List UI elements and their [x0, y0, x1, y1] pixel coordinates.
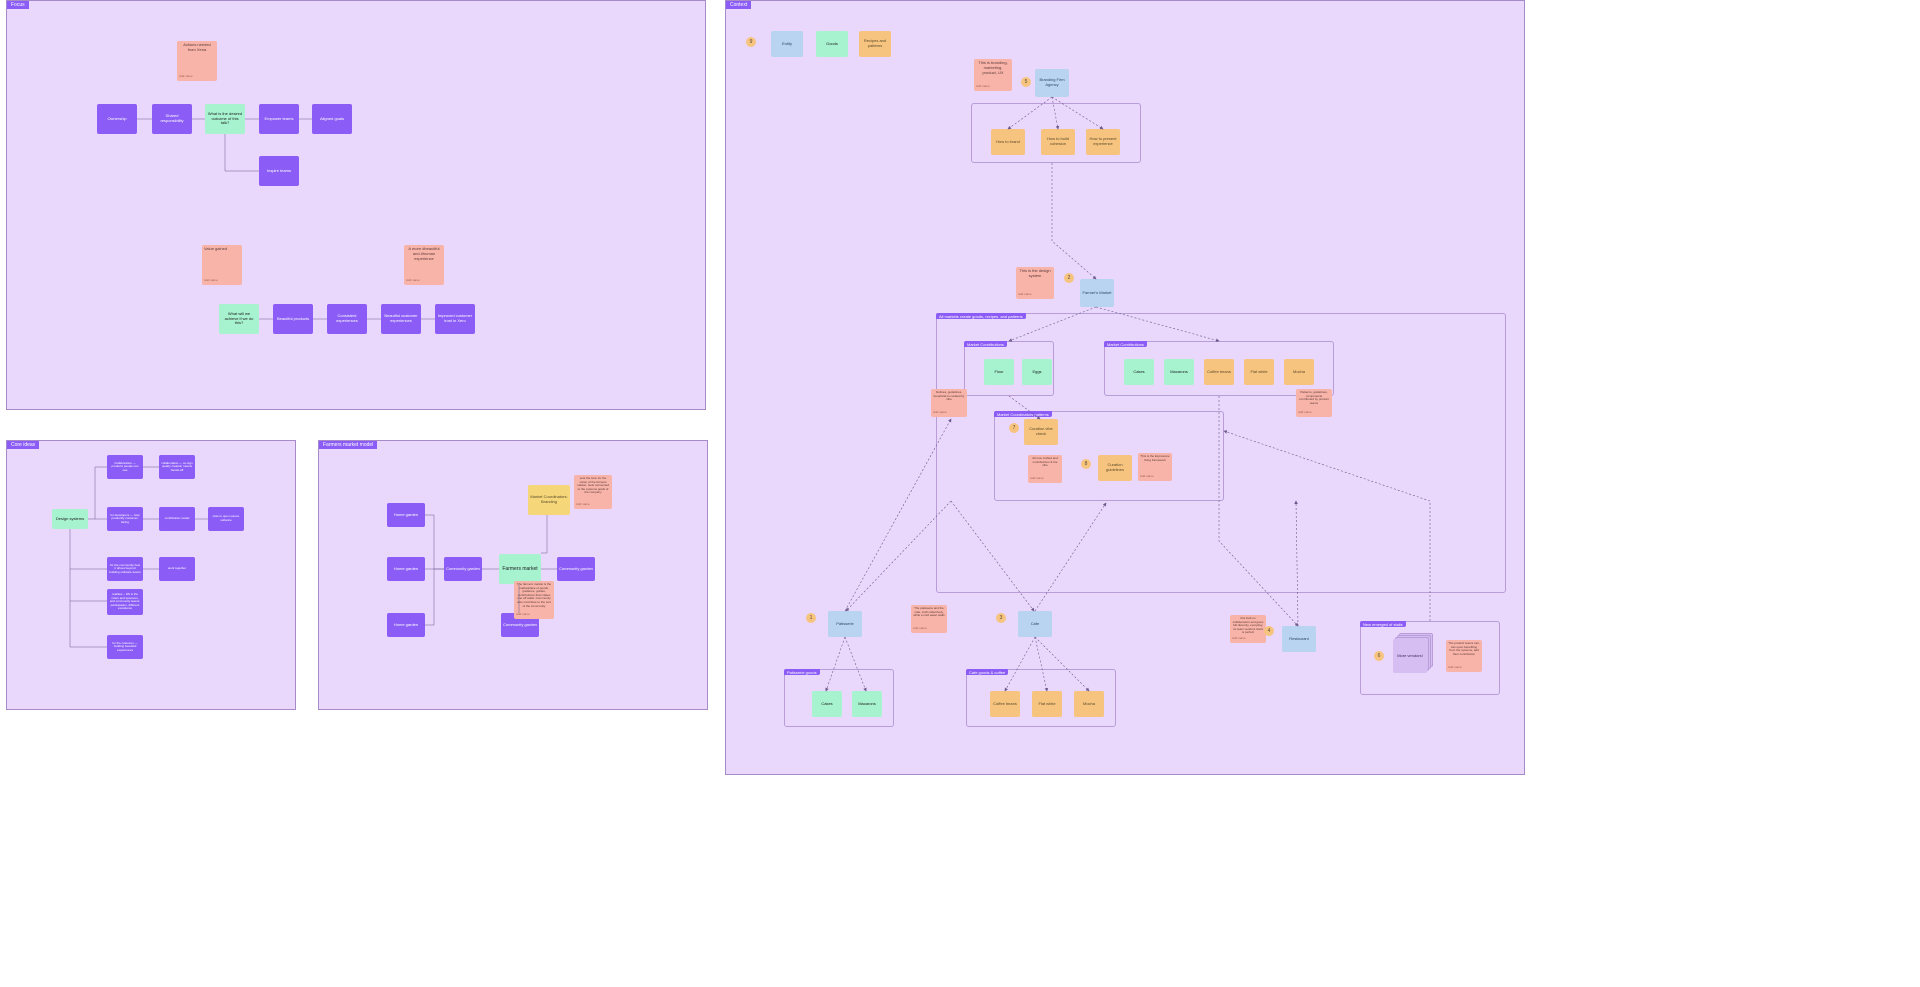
group-label: Cafe goods & coffee: [966, 669, 1008, 675]
goods-mocha[interactable]: Mocha: [1284, 359, 1314, 385]
badge-2: 2: [1064, 273, 1074, 283]
badge-8: 8: [1081, 459, 1091, 469]
edges-f2: [7, 441, 297, 711]
sticky-patisserie[interactable]: The patisserie and the cafe, craft colle…: [911, 605, 947, 633]
frame-label: Context: [726, 1, 751, 9]
node-trust[interactable]: Improved customer trust in Xero: [435, 304, 475, 334]
node-consistent[interactable]: Consistent experiences: [327, 304, 367, 334]
sticky-restaurant[interactable]: this built on collaborators and gives fu…: [1230, 615, 1266, 643]
cafe-mocha[interactable]: Mocha: [1074, 691, 1104, 717]
sticky-collect[interactable]: The farmers market is the marketplace of…: [514, 581, 554, 619]
goods-flour[interactable]: Flour: [984, 359, 1014, 385]
edges-f1: [7, 1, 707, 411]
frame-focus[interactable]: Focus Actions needed from XenaAdd name O…: [6, 0, 706, 410]
frame-core-ideas[interactable]: Core ideas Design systems Collaboration …: [6, 440, 296, 710]
node-shared[interactable]: Shared responsibility: [152, 104, 192, 134]
node-hg1[interactable]: Home garden: [387, 503, 425, 527]
node-coordinators[interactable]: Market Coordinators: Branding: [528, 485, 570, 515]
badge-7: 7: [1009, 423, 1019, 433]
curation-guidelines[interactable]: Curation guidelines: [1098, 455, 1132, 481]
node-achieve[interactable]: What will we achieve if we do this?: [219, 304, 259, 334]
sticky-beautiful-human[interactable]: A more #beautiful and #human experienceA…: [404, 245, 444, 285]
curation-check[interactable]: Curation vibe check: [1024, 419, 1058, 445]
goods-eggs[interactable]: Eggs: [1022, 359, 1052, 385]
node-market[interactable]: Farmers market: [499, 554, 541, 584]
entity-restaurant[interactable]: Restaurant: [1282, 626, 1316, 652]
node-root[interactable]: Design systems: [52, 509, 88, 529]
legend-goods[interactable]: Goods: [816, 31, 848, 57]
node-cg2[interactable]: Community garden: [557, 557, 595, 581]
frame-label: Farmers market model: [319, 441, 377, 449]
goods-cakes[interactable]: Cakes: [1124, 359, 1154, 385]
goods-flat-white[interactable]: Flat white: [1244, 359, 1274, 385]
frame-label: Core ideas: [7, 441, 39, 449]
badge-3: 3: [996, 613, 1006, 623]
pat-cakes[interactable]: Cakes: [812, 691, 842, 717]
legend-recipes[interactable]: Recipes and patterns: [859, 31, 891, 57]
node-cg1[interactable]: Community garden: [444, 557, 482, 581]
node-ownership[interactable]: Ownership: [97, 104, 137, 134]
sticky-vendors[interactable]: The product teams can, can open benefiti…: [1446, 640, 1482, 672]
node-b[interactable]: collaboration — co-sign quality creation…: [159, 455, 195, 479]
node-e[interactable]: How to open source software: [208, 507, 244, 531]
node-hg2[interactable]: Home garden: [387, 557, 425, 581]
recipe-cohesion[interactable]: How to build cohesion: [1041, 129, 1075, 155]
group-label: New emerged of stalls: [1360, 621, 1406, 627]
node-h[interactable]: realities – DS is the rulers and sponsor…: [107, 589, 143, 615]
sticky-curation-2[interactable]: This is the Expressive living frameworkA…: [1138, 453, 1172, 481]
group-label: Market Contributions: [964, 341, 1007, 347]
node-empower[interactable]: Empower teams: [259, 104, 299, 134]
vendors-stack[interactable]: More vendors!: [1393, 639, 1427, 673]
sticky-branding-note[interactable]: This is branding, marketing, product, UX…: [974, 59, 1012, 91]
sticky-tone[interactable]: sets the tone for the vision of the farm…: [574, 475, 612, 509]
sticky-design-system[interactable]: This is the design systemAdd name: [1016, 267, 1054, 299]
group-label: Market Contributions: [1104, 341, 1147, 347]
group-label: Market Coordinators patterns: [994, 411, 1052, 417]
pat-macarons[interactable]: Macarons: [852, 691, 882, 717]
frame-farmers-market[interactable]: Farmers market model Home garden Home ga…: [318, 440, 708, 710]
node-core-question[interactable]: What is the desired outcome of this talk…: [205, 104, 245, 134]
badge-1: 1: [806, 613, 816, 623]
node-products[interactable]: Beautiful products: [273, 304, 313, 334]
node-g[interactable]: work together: [159, 557, 195, 581]
entity-branding[interactable]: Branding Firm Agency: [1035, 69, 1069, 97]
badge-4: 4: [1264, 626, 1274, 636]
cafe-beans[interactable]: Coffee beans: [990, 691, 1020, 717]
sticky-value[interactable]: Value gainedAdd name: [202, 245, 242, 285]
sticky-curation-1[interactable]: All new crafted and contributions & the …: [1028, 455, 1062, 483]
node-c[interactable]: for developers — help productify custome…: [107, 507, 143, 531]
sticky-actions[interactable]: Actions needed from XenaAdd name: [177, 41, 217, 81]
recipe-brand[interactable]: How to brand: [991, 129, 1025, 155]
node-hg3[interactable]: Home garden: [387, 613, 425, 637]
node-custexp[interactable]: Beautiful customer experiences: [381, 304, 421, 334]
node-i[interactable]: for the customer — building beautiful ex…: [107, 635, 143, 659]
frame-context[interactable]: Context 9 Entity Goods Recipes and patte…: [725, 0, 1525, 775]
sticky-guidelines-a[interactable]: Defines, guidelines, beneficial to curat…: [931, 389, 967, 417]
goods-macarons[interactable]: Macarons: [1164, 359, 1194, 385]
group-label: All markets create goods, recipes, and p…: [936, 313, 1026, 319]
badge-6: 6: [1374, 651, 1384, 661]
group-label: Patisserie goods: [784, 669, 820, 675]
frame-label: Focus: [7, 1, 29, 9]
entity-farmers-market[interactable]: Farmer's Market: [1080, 279, 1114, 307]
node-f[interactable]: for the community how it drives beyond b…: [107, 557, 143, 581]
cafe-flat[interactable]: Flat white: [1032, 691, 1062, 717]
node-inspire[interactable]: Inspire teams: [259, 156, 299, 186]
node-d[interactable]: contribution model: [159, 507, 195, 531]
legend-badge: 9: [746, 37, 756, 47]
node-a[interactable]: Collaboration — products people can use: [107, 455, 143, 479]
goods-coffee-beans[interactable]: Coffee beans: [1204, 359, 1234, 385]
recipe-experience[interactable]: How to present experience: [1086, 129, 1120, 155]
sticky-guidelines-b[interactable]: Patterns, guidelines, components contrib…: [1296, 389, 1332, 417]
entity-cafe[interactable]: Cafe: [1018, 611, 1052, 637]
node-aligned[interactable]: Aligned goals: [312, 104, 352, 134]
entity-patisserie[interactable]: Patisserie: [828, 611, 862, 637]
legend-entity[interactable]: Entity: [771, 31, 803, 57]
badge-5: 5: [1021, 77, 1031, 87]
